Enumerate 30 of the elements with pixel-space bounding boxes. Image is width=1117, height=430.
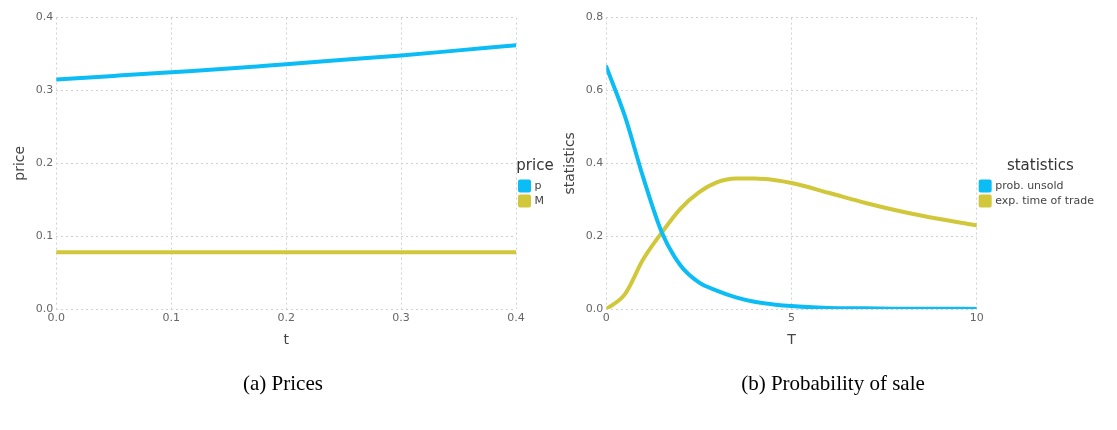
y-tick-label: 0.3	[35, 83, 54, 97]
legend-title: statistics	[1006, 155, 1074, 174]
y-tick-label: 0.4	[35, 10, 54, 24]
x-tick-label: 10	[969, 311, 984, 325]
x-axis-title: t	[283, 331, 290, 348]
y-tick-label: 0.1	[35, 229, 54, 243]
x-tick-label: 0.3	[392, 311, 410, 325]
legend-title: price	[516, 155, 554, 174]
legend-label: prob. unsold	[995, 178, 1064, 192]
y-tick-label: 0.6	[585, 83, 604, 97]
x-tick-label: 0.2	[277, 311, 295, 325]
y-tick-label: 0.0	[585, 301, 604, 315]
y-tick-label: 0.8	[585, 10, 604, 24]
legend-label: M	[534, 193, 545, 207]
y-tick-label: 0.2	[35, 156, 54, 170]
x-tick-label: 0.4	[507, 311, 525, 325]
x-axis-title: T	[786, 331, 797, 348]
x-tick-label: 0	[602, 311, 610, 325]
x-tick-label: 5	[787, 311, 795, 325]
x-tick-label: 0.0	[47, 311, 66, 325]
legend-label: exp. time of trade	[995, 193, 1095, 207]
y-tick-label: 0.4	[585, 156, 604, 170]
line-series	[56, 43, 517, 82]
y-axis-title: statistics	[561, 132, 578, 195]
text: (a) Prices	[243, 371, 323, 396]
y-axis-title: price	[11, 145, 28, 181]
legend-label: p	[534, 178, 542, 192]
text: (b) Probability of sale	[741, 371, 925, 396]
y-tick-label: 0.2	[585, 229, 604, 243]
x-tick-label: 0.1	[162, 311, 180, 325]
